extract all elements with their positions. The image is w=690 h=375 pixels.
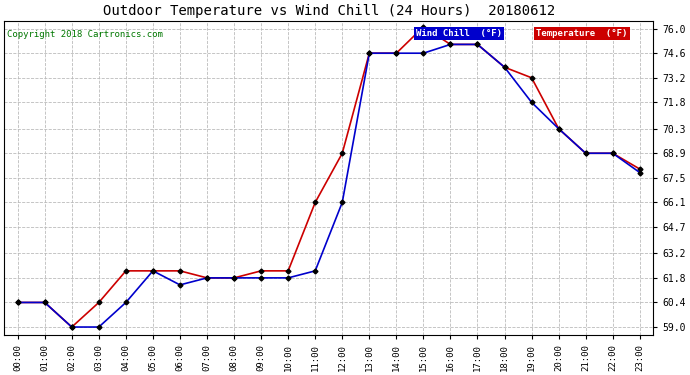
- Text: Wind Chill  (°F): Wind Chill (°F): [416, 28, 502, 38]
- Text: Temperature  (°F): Temperature (°F): [536, 28, 628, 38]
- Title: Outdoor Temperature vs Wind Chill (24 Hours)  20180612: Outdoor Temperature vs Wind Chill (24 Ho…: [103, 4, 555, 18]
- Text: Copyright 2018 Cartronics.com: Copyright 2018 Cartronics.com: [8, 30, 164, 39]
